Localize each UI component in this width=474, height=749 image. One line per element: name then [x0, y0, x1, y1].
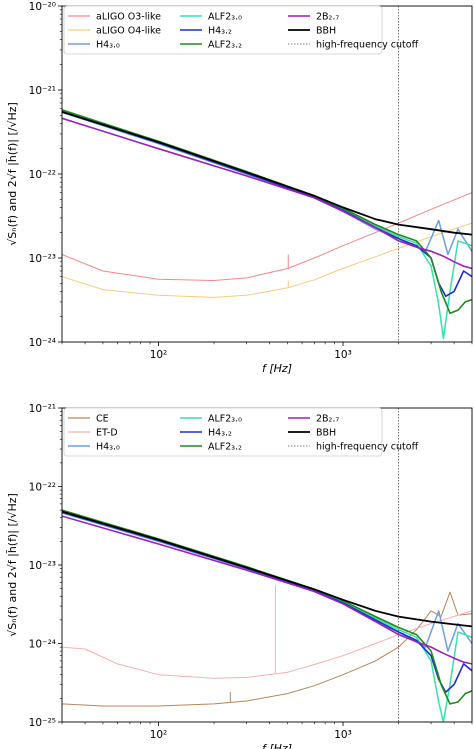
- y-tick-label: 10⁻²³: [29, 560, 56, 572]
- legend-item-h43-2: H4₃.₂: [180, 428, 232, 439]
- legend-label: BBH: [316, 26, 336, 37]
- y-tick-label: 10⁻²²: [29, 169, 56, 181]
- legend-item-alf23-2: ALF2₃.₂: [180, 40, 242, 51]
- legend-item-2b2-7: 2B₂.₇: [288, 414, 339, 425]
- y-axis-label: √Sₙ(f) and 2√f |h̃(f)| [/√Hz]: [6, 102, 19, 246]
- series-line-alf23-2: [62, 109, 472, 314]
- legend-label: H4₃.₀: [96, 442, 120, 453]
- legend-label: ALF2₃.₂: [208, 442, 242, 453]
- legend-label: H4₃.₂: [208, 428, 232, 439]
- legend-label: ET-D: [96, 428, 118, 439]
- y-tick-label: 10⁻²⁵: [29, 717, 56, 729]
- series-line-aligo-o3-like: [62, 192, 472, 281]
- legend-label: H4₃.₀: [96, 40, 120, 51]
- series-line-bbh: [62, 110, 472, 236]
- legend-label: 2B₂.₇: [316, 414, 339, 425]
- legend-item-alf23-0: ALF2₃.₀: [180, 12, 242, 23]
- series-line-2b2-7: [62, 117, 472, 270]
- x-tick-label: 10²: [150, 729, 168, 741]
- legend-label: ALF2₃.₂: [208, 40, 242, 51]
- series-line-alf23-0: [62, 110, 472, 340]
- legend-item-h43-0: H4₃.₀: [68, 442, 120, 453]
- series-line-bbh: [62, 510, 472, 628]
- series-line-h43-0: [62, 111, 472, 256]
- legend-box: [63, 5, 383, 55]
- top-panel: 10² 10³ f [Hz] 10⁻²⁴ 10⁻²³ 10⁻²² 10⁻²¹ 10⁻²⁰ √Sₙ…: [6, 1, 473, 375]
- legend-label: high-frequency cutoff: [316, 442, 419, 453]
- y-tick-label: 10⁻²²: [29, 482, 56, 494]
- y-tick-label: 10⁻²⁴: [29, 639, 56, 651]
- legend-item-high-frequency-cutoff: high-frequency cutoff: [288, 40, 419, 51]
- legend-item-bbh: BBH: [288, 428, 336, 439]
- series-line-alf23-0: [62, 510, 472, 722]
- legend-label: CE: [96, 414, 109, 425]
- x-axis: 10² 10³ f [Hz]: [61, 342, 473, 375]
- legend-item-2b2-7: 2B₂.₇: [288, 12, 339, 23]
- bottom-panel: 10² 10³ f [Hz] 10⁻²⁵ 10⁻²⁴ 10⁻²³ 10⁻²² 10⁻²¹ √Sₙ…: [6, 403, 473, 749]
- legend-item-high-frequency-cutoff: high-frequency cutoff: [288, 442, 419, 453]
- legend-item-h43-0: H4₃.₀: [68, 40, 120, 51]
- legend-label: ALF2₃.₀: [208, 12, 242, 23]
- legend-item-ce: CE: [68, 414, 109, 425]
- x-axis: 10² 10³ f [Hz]: [61, 722, 473, 749]
- y-axis: 10⁻²⁵ 10⁻²⁴ 10⁻²³ 10⁻²² 10⁻²¹ √Sₙ(f) and 2√f …: [6, 403, 62, 729]
- legend-label: 2B₂.₇: [316, 12, 339, 23]
- legend-item-alf23-2: ALF2₃.₂: [180, 442, 242, 453]
- plot-area: [62, 408, 472, 722]
- legend: CE ET-D H4₃.₀ ALF2₃.₀ H4₃.₂ ALF2₃.₂ 2B₂.₇ BBH hi…: [63, 407, 419, 457]
- legend: aLIGO O3-like aLIGO O4-like H4₃.₀ ALF2₃.₀ H4…: [63, 5, 419, 55]
- legend-item-bbh: BBH: [288, 26, 336, 37]
- series-line-aligo-o4-like: [62, 222, 472, 298]
- legend-box: [63, 407, 383, 457]
- series-line-ce: [62, 591, 472, 707]
- series-line-h43-2: [62, 111, 472, 298]
- series-line-2b2-7: [62, 515, 472, 665]
- y-tick-label: 10⁻²⁰: [29, 1, 56, 13]
- legend-item-et-d: ET-D: [68, 428, 118, 439]
- y-axis: 10⁻²⁴ 10⁻²³ 10⁻²² 10⁻²¹ 10⁻²⁰ √Sₙ(f) and 2√f …: [6, 1, 62, 349]
- legend-label: high-frequency cutoff: [316, 40, 419, 51]
- legend-label: BBH: [316, 428, 336, 439]
- legend-label: H4₃.₂: [208, 26, 232, 37]
- x-tick-label: 10³: [334, 349, 352, 361]
- legend-label: ALF2₃.₀: [208, 414, 242, 425]
- legend-item-aligo-o4-like: aLIGO O4-like: [68, 26, 161, 37]
- y-tick-label: 10⁻²¹: [29, 85, 56, 97]
- x-axis-label: f [Hz]: [262, 742, 292, 749]
- legend-item-aligo-o3-like: aLIGO O3-like: [68, 12, 161, 23]
- y-axis-label: √Sₙ(f) and 2√f |h̃(f)| [/√Hz]: [6, 493, 19, 637]
- legend-label: aLIGO O3-like: [96, 12, 161, 23]
- y-tick-label: 10⁻²³: [29, 253, 56, 265]
- y-tick-label: 10⁻²¹: [29, 403, 56, 415]
- x-tick-label: 10²: [150, 349, 168, 361]
- x-tick-label: 10³: [334, 729, 352, 741]
- series-line-et-d: [62, 610, 472, 679]
- legend-item-alf23-0: ALF2₃.₀: [180, 414, 242, 425]
- x-axis-label: f [Hz]: [262, 362, 292, 375]
- plot-area: [62, 6, 472, 342]
- y-tick-label: 10⁻²⁴: [29, 337, 56, 349]
- legend-label: aLIGO O4-like: [96, 26, 161, 37]
- legend-item-h43-2: H4₃.₂: [180, 26, 232, 37]
